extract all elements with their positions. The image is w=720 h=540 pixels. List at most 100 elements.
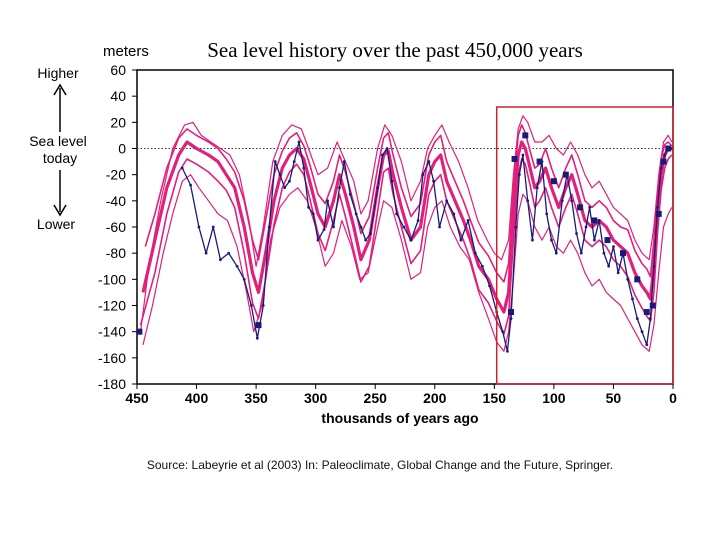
data-dot-74: [592, 238, 596, 242]
data-dot-7: [227, 251, 231, 255]
data-dot-21: [307, 205, 310, 209]
data-dot-12: [261, 304, 265, 307]
data-dot-3: [197, 225, 201, 229]
data-dot-28: [342, 160, 346, 163]
data-dot-6: [218, 258, 222, 262]
data-dot-44: [432, 179, 435, 183]
data-dot-83: [635, 317, 639, 320]
down-arrow-head: [53, 204, 67, 217]
data-dot-27: [338, 186, 341, 190]
data-dot-15: [278, 173, 282, 177]
data-marker-8: [562, 171, 569, 178]
data-marker-11: [604, 237, 611, 244]
chart-title: Sea level history over the past 450,000 …: [207, 38, 583, 62]
data-dot-51: [481, 264, 484, 268]
y-axis-title: meters: [103, 43, 149, 60]
data-marker-3: [508, 309, 515, 316]
higher-label: Higher: [37, 65, 79, 81]
data-dot-45: [438, 225, 441, 229]
data-dot-20: [302, 166, 306, 170]
y-tick-label-9: -100: [98, 271, 126, 287]
data-dot-58: [517, 173, 521, 177]
data-dot-16: [283, 186, 287, 190]
data-dot-19: [297, 140, 301, 144]
data-dot-60: [526, 199, 530, 203]
data-marker-6: [536, 158, 543, 165]
data-dot-54: [501, 330, 505, 334]
data-dot-64: [545, 212, 549, 216]
y-tick-label-10: -120: [98, 298, 126, 314]
data-marker-5: [522, 132, 529, 139]
data-dot-23: [316, 238, 320, 242]
data-marker-18: [665, 145, 672, 152]
series-line-4: [140, 115, 673, 332]
highlight-rectangle: [495, 106, 674, 385]
data-dot-38: [395, 212, 399, 216]
data-dot-65: [550, 238, 553, 242]
x-tick-label-7: 150: [483, 390, 507, 406]
data-dot-48: [459, 238, 463, 242]
y-tick-label-5: -20: [106, 167, 126, 183]
series-line-2: [144, 124, 673, 283]
data-dot-86: [648, 317, 652, 320]
y-tick-label-8: -80: [106, 245, 126, 261]
data-dot-22: [311, 212, 315, 216]
data-dot-46: [445, 199, 449, 203]
data-dot-61: [531, 238, 534, 242]
data-dot-37: [390, 179, 394, 183]
data-marker-12: [619, 250, 626, 257]
data-dot-10: [249, 304, 253, 307]
data-dot-9: [242, 277, 246, 281]
x-tick-label-2: 400: [185, 390, 209, 406]
data-dot-41: [416, 219, 420, 222]
x-tick-label-5: 250: [364, 390, 388, 406]
data-marker-7: [550, 178, 557, 185]
data-dot-18: [292, 160, 296, 163]
data-dot-69: [570, 199, 574, 203]
data-dot-34: [376, 186, 380, 190]
sea-level-label: Sea level: [29, 133, 87, 149]
series-line-1: [141, 140, 672, 314]
data-dot-59: [521, 153, 525, 157]
data-dot-66: [554, 251, 558, 255]
y-tick-label-6: -40: [106, 193, 126, 209]
y-tick-label-13: -180: [98, 376, 126, 392]
data-dot-29: [348, 192, 352, 196]
data-marker-13: [634, 276, 641, 283]
data-marker-14: [643, 309, 650, 316]
data-dot-90: [663, 153, 667, 157]
data-dot-89: [659, 166, 663, 170]
data-dot-77: [607, 264, 611, 268]
data-dot-62: [535, 186, 539, 190]
data-dot-79: [616, 271, 620, 275]
lower-label: Lower: [37, 216, 75, 232]
data-dot-4: [204, 251, 208, 255]
data-dot-52: [488, 284, 491, 288]
data-dot-88: [656, 205, 659, 209]
y-tick-label-3: 20: [110, 114, 126, 130]
data-dot-33: [369, 232, 372, 235]
data-dot-17: [288, 179, 291, 183]
y-tick-label-1: 60: [110, 62, 126, 78]
y-axis: meters 60 40 20 0 -20 -40 -60 -80 -100 -120 -140 -16…: [98, 43, 149, 392]
data-dot-47: [452, 212, 456, 216]
data-marker-2: [255, 322, 262, 329]
y-tick-label-12: -160: [98, 350, 126, 366]
today-label: today: [43, 150, 77, 166]
data-dot-36: [385, 147, 389, 150]
data-dot-75: [597, 219, 601, 222]
highlight-box: [495, 106, 674, 385]
data-dot-11: [255, 336, 259, 340]
data-marker-4: [511, 155, 518, 162]
data-marker-17: [660, 158, 667, 165]
data-dot-49: [466, 219, 470, 222]
data-dot-30: [354, 212, 358, 216]
x-tick-label-4: 300: [304, 390, 328, 406]
data-dot-14: [273, 160, 277, 163]
data-dot-1: [180, 166, 184, 170]
data-dot-67: [560, 199, 564, 203]
data-dot-43: [427, 160, 431, 163]
data-dot-71: [579, 251, 583, 255]
data-dot-13: [267, 225, 271, 229]
